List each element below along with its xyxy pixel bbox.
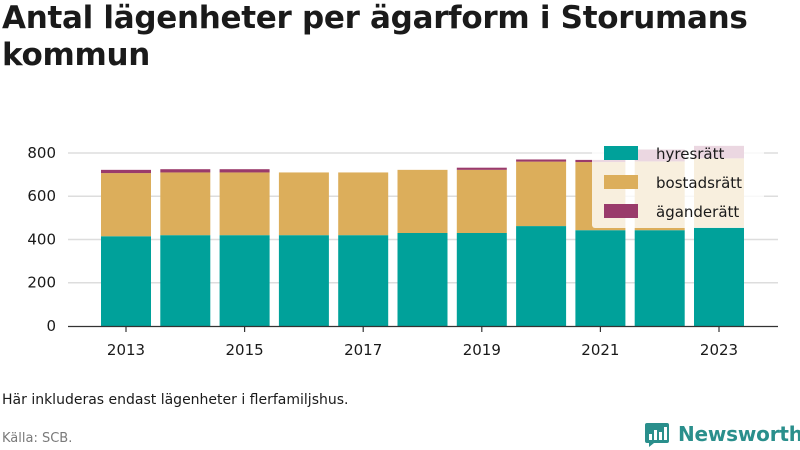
bar-segment bbox=[397, 233, 448, 326]
bar-segment bbox=[101, 169, 151, 174]
bar-segment bbox=[160, 169, 211, 173]
x-tick-label: 2015 bbox=[226, 341, 264, 359]
bar-segment bbox=[278, 235, 329, 326]
brand-logo: Newsworthy bbox=[644, 420, 800, 448]
bar-segment bbox=[101, 236, 151, 326]
legend-swatch bbox=[604, 175, 638, 189]
y-tick-label: 600 bbox=[27, 187, 56, 205]
bar-segment bbox=[516, 159, 567, 162]
source-text: Källa: SCB. bbox=[2, 431, 73, 446]
legend-label: bostadsrätt bbox=[656, 174, 742, 192]
legend-label: äganderätt bbox=[656, 203, 739, 221]
bar-segment bbox=[516, 161, 567, 227]
bar-segment bbox=[516, 226, 567, 326]
legend-label: hyresrätt bbox=[656, 145, 725, 163]
bar-segment bbox=[278, 172, 329, 236]
x-tick-label: 2023 bbox=[700, 341, 738, 359]
bar-segment bbox=[456, 169, 507, 233]
bar-segment bbox=[101, 173, 151, 237]
y-tick-label: 800 bbox=[27, 144, 56, 162]
bar-segment bbox=[397, 169, 448, 233]
brand-name: Newsworthy bbox=[678, 422, 800, 446]
x-tick-label: 2021 bbox=[581, 341, 619, 359]
bars bbox=[101, 145, 744, 326]
x-axis-ticks: 2013 2015 2017 2019 2021 2023 bbox=[107, 326, 738, 359]
y-tick-label: 400 bbox=[27, 230, 56, 248]
x-tick-label: 2017 bbox=[344, 341, 382, 359]
bar-segment bbox=[219, 172, 270, 236]
bar-segment bbox=[219, 235, 270, 326]
y-tick-label: 0 bbox=[46, 317, 56, 335]
newsworthy-logo-icon bbox=[645, 423, 669, 447]
bar-segment bbox=[160, 235, 211, 326]
legend: hyresrätt bostadsrätt äganderätt bbox=[592, 140, 764, 228]
bar-segment bbox=[219, 169, 270, 173]
bar-segment bbox=[456, 233, 507, 326]
bar-segment bbox=[456, 167, 507, 170]
bar-segment bbox=[694, 227, 744, 326]
legend-swatch bbox=[604, 204, 638, 218]
bar-segment bbox=[338, 235, 389, 326]
y-axis-ticks: 0 200 400 600 800 bbox=[27, 144, 56, 335]
x-tick-label: 2019 bbox=[463, 341, 501, 359]
y-tick-label: 200 bbox=[27, 274, 56, 292]
legend-swatch bbox=[604, 146, 638, 160]
x-tick-label: 2013 bbox=[107, 341, 145, 359]
bar-segment bbox=[338, 172, 389, 236]
bar-segment bbox=[634, 230, 685, 326]
bar-segment bbox=[160, 172, 211, 236]
footnote: Här inkluderas endast lägenheter i flerf… bbox=[2, 392, 349, 408]
chart-title: Antal lägenheter per ägarform i Storuman… bbox=[2, 0, 748, 73]
bar-segment bbox=[575, 230, 626, 326]
stacked-bar-chart: 0 200 400 600 800 2013 2015 2017 2019 2021 2023 h… bbox=[27, 140, 778, 359]
